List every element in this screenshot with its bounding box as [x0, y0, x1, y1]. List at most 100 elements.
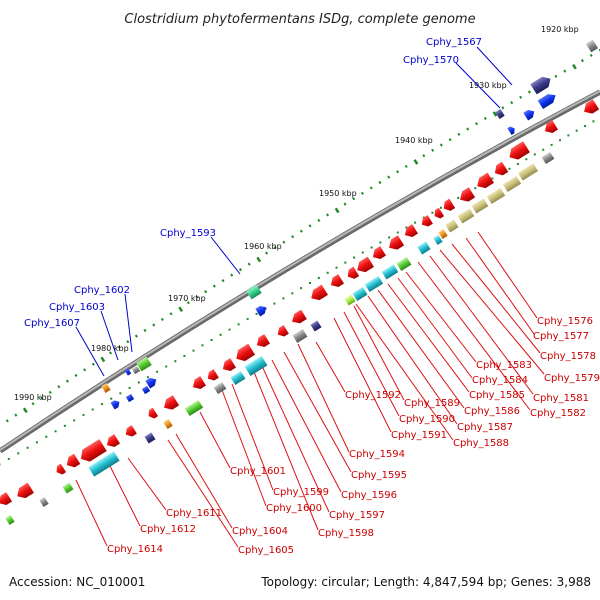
reverse-gene-17	[277, 325, 289, 337]
gene-label-cphy-1600[interactable]: Cphy_1600	[266, 503, 322, 514]
gene-label-cphy-1582[interactable]: Cphy_1582	[530, 408, 586, 419]
gene-label-cphy-1593[interactable]: Cphy_1593	[160, 228, 216, 239]
reverse-gene-19-shape	[236, 343, 256, 362]
inner-ruler-dot	[183, 354, 186, 357]
reverse-gene-18-shape	[256, 334, 271, 347]
ruler-dot	[230, 273, 234, 277]
gene-label-cphy-1576[interactable]: Cphy_1576	[537, 316, 593, 327]
reverse-gene-1	[544, 120, 559, 133]
reverse-gene-27	[80, 439, 107, 462]
reverse-gene-12	[357, 256, 374, 273]
inner-ruler-dot	[567, 134, 570, 137]
gene-label-cphy-1583[interactable]: Cphy_1583	[476, 360, 532, 371]
ruler-dot	[598, 48, 600, 52]
inner-ruler-dot	[516, 163, 519, 165]
gene-label-cphy-1596[interactable]: Cphy_1596	[341, 490, 397, 501]
ruler-dot	[554, 74, 558, 78]
reverse-gene-11	[372, 246, 387, 259]
gene-label-cphy-1591[interactable]: Cphy_1591	[391, 430, 447, 441]
red-connector-15	[315, 341, 346, 393]
map-title: Clostridium phytofermentans ISDg, comple…	[124, 12, 475, 27]
reverse-gene-24-shape	[148, 407, 159, 419]
gene-label-cphy-1607[interactable]: Cphy_1607	[24, 318, 80, 329]
forward-gene-14-shape	[125, 393, 135, 403]
gene-label-cphy-1601[interactable]: Cphy_1601	[230, 466, 286, 477]
forward-strand-labels: Cphy_1567 Cphy_1570 Cphy_1593 Cphy_1602 …	[24, 37, 482, 329]
reverse-gene-7	[434, 207, 445, 219]
gene-label-cphy-1581[interactable]: Cphy_1581	[533, 393, 589, 404]
inner-ruler-dot	[255, 312, 258, 315]
blue-connector-4	[100, 310, 119, 361]
gene-label-cphy-1586[interactable]: Cphy_1586	[464, 406, 520, 417]
inner-ruler-dot	[26, 446, 29, 449]
reverse-gene-19	[236, 343, 256, 362]
gene-label-cphy-1592[interactable]: Cphy_1592	[345, 390, 401, 401]
gene-label-cphy-1585[interactable]: Cphy_1585	[469, 390, 525, 401]
gene-label-cphy-1595[interactable]: Cphy_1595	[351, 470, 407, 481]
gene-label-cphy-1577[interactable]: Cphy_1577	[533, 331, 589, 342]
forward-gene-12-shape	[101, 383, 111, 393]
inner-feature-7-shape	[438, 229, 448, 239]
gene-label-cphy-1612[interactable]: Cphy_1612	[140, 524, 196, 535]
red-connector-5	[417, 261, 531, 411]
reverse-gene-3	[494, 161, 509, 176]
gene-label-cphy-1579[interactable]: Cphy_1579	[544, 373, 600, 384]
gene-label-cphy-1584[interactable]: Cphy_1584	[472, 375, 528, 386]
ruler-ticks	[22, 63, 577, 414]
inner-feature-10	[396, 257, 412, 271]
reverse-gene-10-shape	[389, 235, 405, 250]
ruler-dot	[580, 59, 584, 63]
ruler-dot	[282, 240, 286, 244]
inner-feature-12	[364, 275, 384, 293]
gene-label-cphy-1594[interactable]: Cphy_1594	[349, 449, 405, 460]
red-connector-11	[355, 303, 454, 441]
gene-label-cphy-1589[interactable]: Cphy_1589	[404, 398, 460, 409]
ruler-dot	[439, 143, 443, 147]
gene-label-cphy-1588[interactable]: Cphy_1588	[453, 438, 509, 449]
gene-label-cphy-1570[interactable]: Cphy_1570	[403, 55, 459, 66]
ruler-dot	[501, 106, 505, 110]
blue-connector-3	[124, 293, 133, 353]
inner-ruler-dot	[344, 261, 347, 264]
reverse-gene-25-shape	[125, 425, 137, 437]
ruler-dot	[204, 290, 208, 294]
ruler-dot	[134, 334, 138, 338]
gene-label-cphy-1597[interactable]: Cphy_1597	[329, 510, 385, 521]
inner-feature-22-shape	[144, 432, 156, 444]
gene-label-cphy-1603[interactable]: Cphy_1603	[49, 302, 105, 313]
ruler-dot	[589, 53, 593, 58]
label-connector-lines	[75, 46, 545, 548]
reverse-gene-21	[207, 369, 219, 381]
inner-feature-26-shape	[5, 515, 15, 525]
gene-label-cphy-1578[interactable]: Cphy_1578	[540, 351, 596, 362]
forward-gene-2-shape	[523, 109, 535, 121]
inner-feature-0	[541, 151, 555, 165]
gene-label-cphy-1604[interactable]: Cphy_1604	[232, 526, 288, 537]
gene-label-cphy-1587[interactable]: Cphy_1587	[457, 422, 513, 433]
red-connector-28	[75, 479, 108, 547]
gene-label-cphy-1599[interactable]: Cphy_1599	[273, 487, 329, 498]
inner-ruler-dot	[326, 271, 329, 274]
inner-feature-17	[244, 356, 268, 376]
red-connector-20	[253, 371, 319, 531]
inner-ruler-dot	[101, 403, 103, 406]
ruler-label-1970: 1970 kbp	[168, 294, 206, 303]
gene-label-cphy-1567[interactable]: Cphy_1567	[426, 37, 482, 48]
gene-label-cphy-1590[interactable]: Cphy_1590	[399, 414, 455, 425]
reverse-gene-27-shape	[80, 439, 107, 462]
inner-ruler-dot	[525, 158, 528, 161]
reverse-gene-9-shape	[404, 224, 419, 237]
gene-label-cphy-1614[interactable]: Cphy_1614	[107, 544, 163, 555]
gene-label-cphy-1598[interactable]: Cphy_1598	[318, 528, 374, 539]
forward-gene-15-shape	[141, 385, 151, 395]
ruler-dot	[317, 218, 321, 223]
gene-label-cphy-1611[interactable]: Cphy_1611	[166, 508, 222, 519]
ruler-dot	[74, 373, 78, 378]
reverse-gene-10	[389, 235, 405, 250]
gene-label-cphy-1602[interactable]: Cphy_1602	[74, 285, 130, 296]
gene-label-cphy-1605[interactable]: Cphy_1605	[238, 545, 294, 556]
reverse-gene-21-shape	[207, 369, 219, 381]
inner-feature-11-shape	[381, 264, 399, 280]
forward-gene-7	[255, 305, 267, 317]
inner-ruler-dot	[592, 120, 595, 123]
